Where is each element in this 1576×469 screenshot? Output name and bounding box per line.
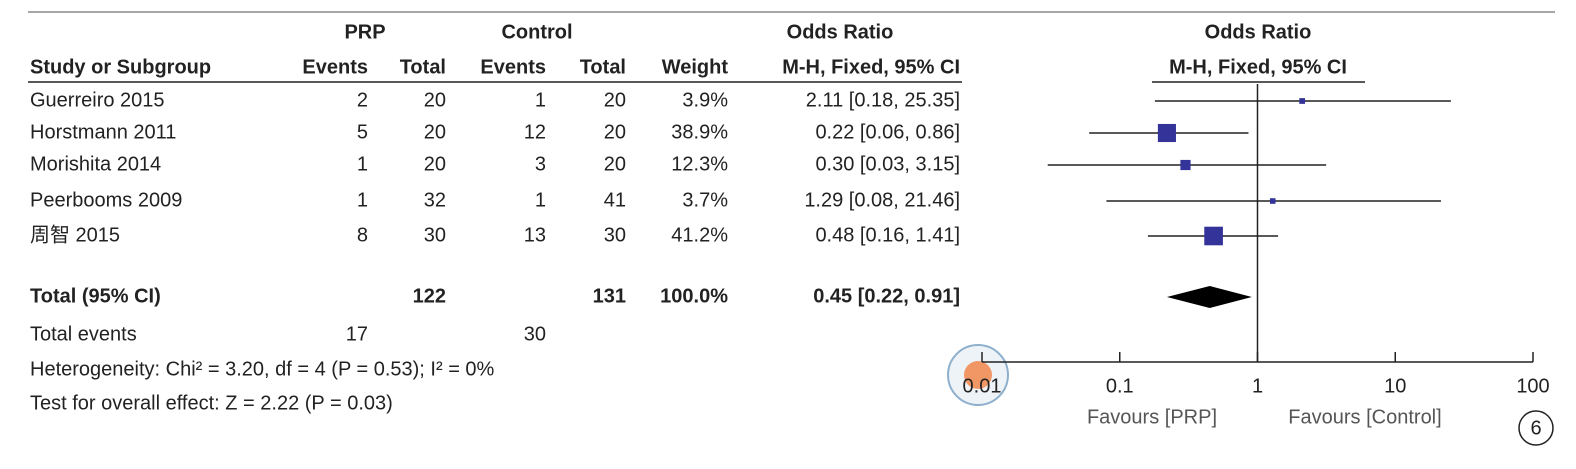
cell: 20 xyxy=(424,89,446,111)
footnote: Test for overall effect: Z = 2.22 (P = 0… xyxy=(30,392,393,414)
effect-square xyxy=(1269,198,1276,204)
total-label: Total (95% CI) xyxy=(30,285,161,307)
header: Weight xyxy=(662,56,729,78)
cell: 17 xyxy=(346,323,368,345)
cell: 30 xyxy=(604,224,626,246)
logo xyxy=(964,361,992,389)
footnote: Heterogeneity: Chi² = 3.20, df = 4 (P = … xyxy=(30,358,495,380)
cell: 5 xyxy=(357,121,368,143)
effect-square xyxy=(1157,123,1176,143)
cell: 2 xyxy=(357,89,368,111)
cell: 2.11 [0.18, 25.35] xyxy=(806,89,960,111)
study-name: Guerreiro 2015 xyxy=(30,89,165,111)
cell: 1 xyxy=(535,189,546,211)
cell: 41.2% xyxy=(671,224,728,246)
header: M-H, Fixed, 95% CI xyxy=(782,56,960,78)
cell: 32 xyxy=(424,189,446,211)
cell: 0.30 [0.03, 3.15] xyxy=(815,153,960,175)
header: Events xyxy=(302,56,368,78)
header: Odds Ratio xyxy=(787,21,894,43)
cell: 8 xyxy=(357,224,368,246)
cell: 20 xyxy=(604,121,626,143)
cell: 100.0% xyxy=(660,285,728,307)
cell: 1.29 [0.08, 21.46] xyxy=(804,189,960,211)
cell: 122 xyxy=(413,285,446,307)
cell: 12 xyxy=(524,121,546,143)
header: Total xyxy=(400,56,446,78)
header: M-H, Fixed, 95% CI xyxy=(1169,56,1347,78)
cell: 0.48 [0.16, 1.41] xyxy=(815,224,960,246)
total-events-label: Total events xyxy=(30,323,137,345)
cell: 131 xyxy=(593,285,626,307)
header: Study or Subgroup xyxy=(30,56,211,78)
x-tick-label: 1 xyxy=(1252,375,1263,397)
cell: 30 xyxy=(524,323,546,345)
x-label-right: Favours [Control] xyxy=(1288,406,1441,428)
cell: 30 xyxy=(424,224,446,246)
cell: 3.7% xyxy=(682,189,728,211)
header: Events xyxy=(480,56,546,78)
cell: 1 xyxy=(357,189,368,211)
effect-square xyxy=(1204,226,1223,246)
cell: 0.45 [0.22, 0.91] xyxy=(813,285,960,307)
header: Total xyxy=(580,56,626,78)
cell: 3 xyxy=(535,153,546,175)
effect-square xyxy=(1299,98,1306,104)
annotation: 6 xyxy=(1530,417,1541,439)
cell: 20 xyxy=(424,121,446,143)
study-name: Horstmann 2011 xyxy=(30,121,176,143)
header: Control xyxy=(501,21,572,43)
cell: 1 xyxy=(357,153,368,175)
cell: 12.3% xyxy=(671,153,728,175)
pooled-diamond xyxy=(1166,286,1252,308)
cell: 20 xyxy=(604,89,626,111)
x-label-left: Favours [PRP] xyxy=(1087,406,1217,428)
x-tick-label: 0.01 xyxy=(963,375,1002,397)
x-tick-label: 10 xyxy=(1384,375,1406,397)
study-name: 周智 2015 xyxy=(30,223,120,246)
cell: 0.22 [0.06, 0.86] xyxy=(815,121,960,143)
study-name: Peerbooms 2009 xyxy=(30,189,182,211)
cell: 3.9% xyxy=(682,89,728,111)
annotation-circle xyxy=(1518,410,1554,446)
cell: 13 xyxy=(524,224,546,246)
x-tick-label: 100 xyxy=(1516,375,1549,397)
header: PRP xyxy=(344,21,385,43)
header: Odds Ratio xyxy=(1205,21,1312,43)
cell: 38.9% xyxy=(671,121,728,143)
cell: 20 xyxy=(604,153,626,175)
cell: 41 xyxy=(604,189,626,211)
study-name: Morishita 2014 xyxy=(30,153,161,175)
x-tick-label: 0.1 xyxy=(1106,375,1134,397)
cell: 1 xyxy=(535,89,546,111)
cell: 20 xyxy=(424,153,446,175)
effect-square xyxy=(1180,159,1191,171)
